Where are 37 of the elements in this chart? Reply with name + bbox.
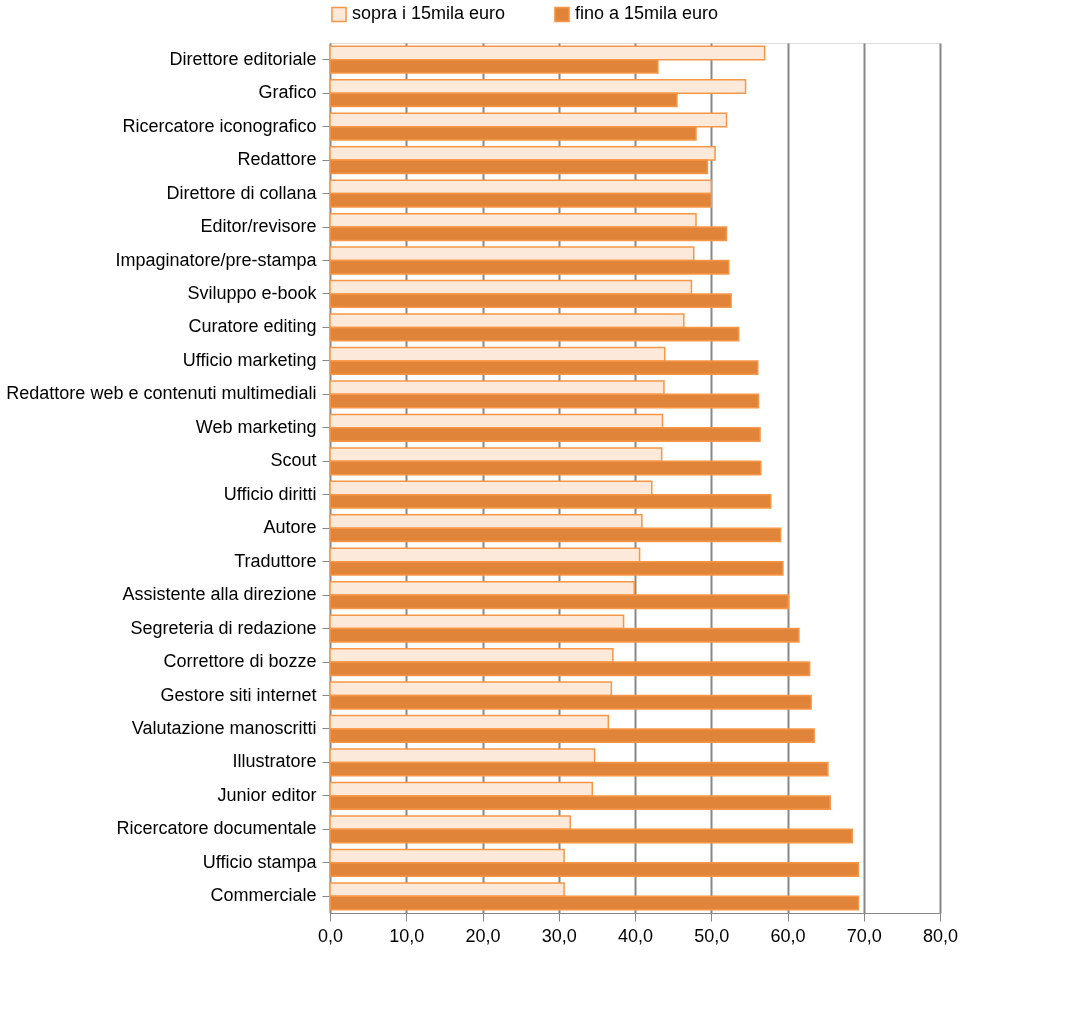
legend-label: sopra i 15mila euro xyxy=(352,3,506,24)
y-tick-label: Segreteria di redazione xyxy=(130,617,317,638)
y-tick-label: Ufficio stampa xyxy=(202,851,318,872)
x-tick-label: 0,0 xyxy=(317,925,344,946)
y-tick-label: Traduttore xyxy=(234,550,317,571)
x-tick-label: 20,0 xyxy=(465,925,501,946)
x-tick-label: 10,0 xyxy=(389,925,425,946)
y-tick-label: Gestore siti internet xyxy=(160,684,317,705)
y-tick-label: Scout xyxy=(270,450,317,471)
y-tick-label: Sviluppo e-book xyxy=(187,282,318,303)
x-tick-label: 80,0 xyxy=(922,925,959,946)
y-tick-label: Commerciale xyxy=(210,885,317,906)
y-tick-label: Junior editor xyxy=(217,784,317,805)
y-tick-label: Curatore editing xyxy=(188,316,317,337)
y-tick-label: Ricercatore iconografico xyxy=(122,115,317,136)
x-tick-label: 60,0 xyxy=(770,925,806,946)
x-tick-label: 40,0 xyxy=(617,925,654,946)
y-tick-label: Illustratore xyxy=(232,751,317,772)
y-tick-label: Ufficio marketing xyxy=(182,349,317,370)
y-tick-label: Editor/revisore xyxy=(200,216,317,237)
x-tick-label: 50,0 xyxy=(694,925,730,946)
y-tick-label: Redattore web e contenuti multimediali xyxy=(6,383,317,404)
y-tick-label: Valutazione manoscritti xyxy=(131,717,317,738)
x-tick-label: 70,0 xyxy=(846,925,882,946)
y-tick-label: Web marketing xyxy=(195,416,317,437)
y-tick-label: Redattore xyxy=(237,149,317,170)
x-tick-label: 30,0 xyxy=(541,925,577,946)
y-tick-label: Correttore di bozze xyxy=(163,651,317,672)
y-tick-label: Direttore editoriale xyxy=(169,48,317,69)
y-tick-label: Grafico xyxy=(258,82,317,103)
y-tick-label: Impaginatore/pre-stampa xyxy=(115,249,318,270)
y-tick-label: Ricercatore documentale xyxy=(116,818,317,839)
y-tick-label: Direttore di collana xyxy=(166,182,318,203)
y-tick-label: Ufficio diritti xyxy=(223,483,317,504)
y-tick-label: Assistente alla direzione xyxy=(122,584,317,605)
legend-label: fino a 15mila euro xyxy=(575,3,719,24)
y-tick-label: Autore xyxy=(263,517,317,538)
